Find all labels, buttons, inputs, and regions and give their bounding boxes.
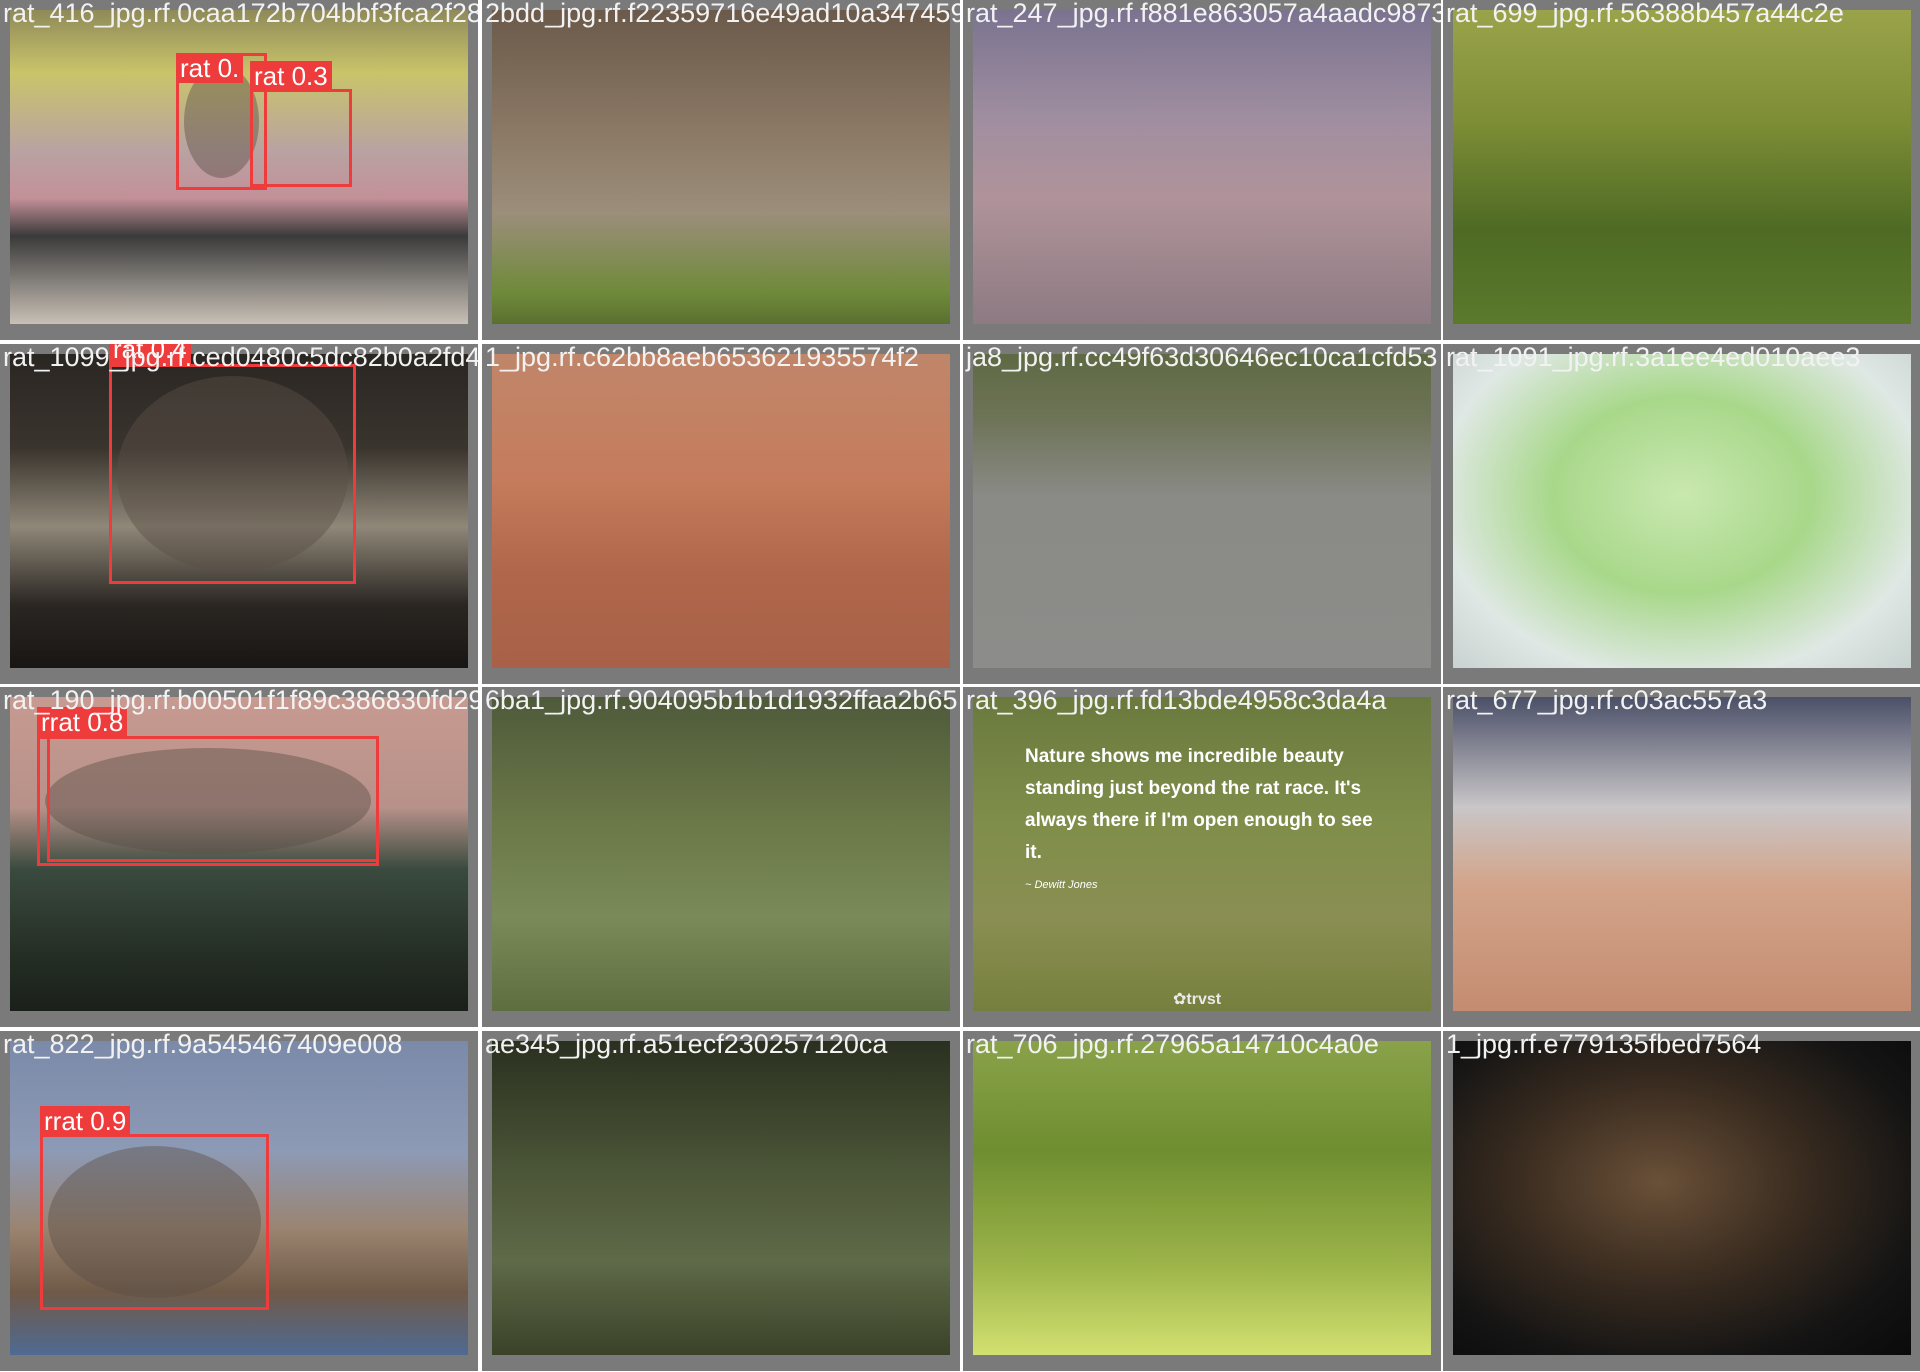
- image-filename: rat_677_jpg.rf.c03ac557a3: [1446, 687, 1768, 715]
- animal-silhouette: [117, 376, 348, 572]
- image-filename: 1_jpg.rf.e779135fbed7564: [1446, 1031, 1762, 1059]
- animal-silhouette: [184, 65, 259, 178]
- image-filename: rat_706_jpg.rf.27965a14710c4a0e: [966, 1031, 1379, 1059]
- detection-tile[interactable]: rat 0. rat 0.3 rat_416_jpg.rf.0caa172b704b…: [0, 0, 478, 340]
- rat-photo: [492, 354, 950, 668]
- image-filename: rat_699_jpg.rf.56388b457a44c2e: [1446, 0, 1844, 28]
- quote-text: Nature shows me incredible beauty standi…: [1025, 746, 1373, 863]
- detection-tile[interactable]: rat 0.72bdd_jpg.rf.f22359716e49ad10a3474…: [482, 0, 960, 340]
- bounding-box: [109, 364, 356, 584]
- rat-photo: [973, 1041, 1431, 1355]
- detection-tile[interactable]: rat_1091_jpg.rf.3a1ee4ed010aee3: [1443, 344, 1920, 684]
- rat-photo: [492, 697, 950, 1011]
- bounding-box: [250, 89, 352, 187]
- rat-photo: [1453, 10, 1911, 324]
- detection-tile[interactable]: rat 0.7rat_699_jpg.rf.56388b457a44c2e: [1443, 0, 1920, 340]
- brand-watermark: ✿trvst: [1173, 991, 1222, 1008]
- detection-tile[interactable]: rat 0.8rrat 0.91_jpg.rf.e779135fbed7564: [1443, 1031, 1920, 1371]
- detection-label: rat 0.3: [250, 61, 332, 91]
- image-filename: ae345_jpg.rf.a51ecf230257120ca: [485, 1031, 888, 1059]
- detection-label: rrat 0.8: [37, 707, 128, 737]
- rat-photo: [1453, 1041, 1911, 1355]
- image-filename: ja8_jpg.rf.cc49f63d30646ec10ca1cfd53: [966, 344, 1438, 372]
- detection-tile[interactable]: rat 0.4 rat_1099_jpg.rf.ced0480c5dc82b0a2…: [0, 344, 478, 684]
- rat-photo: [1453, 354, 1911, 668]
- rat-photo: [10, 697, 468, 1011]
- image-filename: rat_822_jpg.rf.9a545467409e008: [3, 1031, 403, 1059]
- detection-tile[interactable]: rat 1.06ba1_jpg.rf.904095b1b1d1932ffaa2b…: [482, 687, 960, 1027]
- rat-photo: [10, 354, 468, 668]
- rat-photo: [492, 10, 950, 324]
- animal-silhouette: [48, 1146, 261, 1298]
- image-filename: 6ba1_jpg.rf.904095b1b1d1932ffaa2b65: [485, 687, 958, 715]
- detection-tile[interactable]: rrat 0.8 rat_190_jpg.rf.b00501f1f89c38683…: [0, 687, 478, 1027]
- rat-photo: [973, 10, 1431, 324]
- detection-label: rat 0.4: [109, 344, 191, 364]
- image-filename: rat_416_jpg.rf.0caa172b704bbf3fca2f2829a…: [3, 0, 478, 28]
- bounding-box: [47, 736, 379, 862]
- detection-label: rat 0.: [176, 53, 244, 83]
- image-filename: rat_190_jpg.rf.b00501f1f89c386830fd29488: [3, 687, 478, 715]
- detection-tile[interactable]: Nature shows me incredible beauty standi…: [963, 687, 1441, 1027]
- quote-author: ~ Dewitt Jones: [1025, 879, 1098, 891]
- image-filename: 2bdd_jpg.rf.f22359716e49ad10a347459d4: [485, 0, 960, 28]
- rat-photo: Nature shows me incredible beauty standi…: [973, 697, 1431, 1011]
- rat-photo: [1453, 697, 1911, 1011]
- rat-photo: [10, 1041, 468, 1355]
- detection-tile[interactable]: rat 0.4ae345_jpg.rf.a51ecf230257120ca: [482, 1031, 960, 1371]
- bounding-box: [40, 1134, 269, 1310]
- rat-photo: [492, 1041, 950, 1355]
- image-filename: rat_396_jpg.rf.fd13bde4958c3da4a: [966, 687, 1387, 715]
- image-filename: rat_1099_jpg.rf.ced0480c5dc82b0a2fd494: [3, 344, 478, 372]
- image-filename: rat_247_jpg.rf.f881e863057a4aadc9873908: [966, 0, 1441, 28]
- detection-tile[interactable]: rat 1.0rat_247_jpg.rf.f881e863057a4aadc9…: [963, 0, 1441, 340]
- detection-tile[interactable]: rat 0.81_jpg.rf.c62bb8aeb653621935574f2: [482, 344, 960, 684]
- rat-photo: [973, 354, 1431, 668]
- image-filename: rat_1091_jpg.rf.3a1ee4ed010aee3: [1446, 344, 1861, 372]
- detection-tile[interactable]: rrat 0.9 rat_822_jpg.rf.9a545467409e008: [0, 1031, 478, 1371]
- detection-label: rrat 0.9: [40, 1106, 131, 1136]
- image-filename: 1_jpg.rf.c62bb8aeb653621935574f2: [485, 344, 919, 372]
- animal-silhouette: [45, 748, 371, 854]
